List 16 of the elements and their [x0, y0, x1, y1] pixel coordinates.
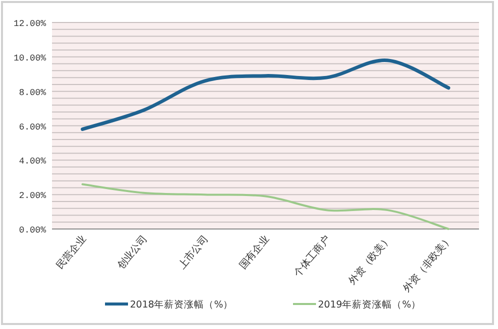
y-tick-label: 8.00% — [18, 88, 47, 98]
y-tick-label: 4.00% — [18, 156, 47, 167]
y-tick-label: 0.00% — [18, 226, 47, 236]
legend-label: 2018年薪资涨幅（%） — [130, 298, 234, 310]
y-tick-label: 12.00% — [14, 19, 47, 29]
y-tick-label: 10.00% — [14, 53, 47, 64]
x-tick-label: 创业公司 — [114, 233, 150, 272]
x-tick-label: 外资（欧美） — [346, 233, 394, 287]
y-tick-label: 6.00% — [18, 122, 47, 132]
x-tick-label: 国有企业 — [236, 233, 272, 272]
x-tick-label: 个体工商户 — [291, 233, 333, 280]
x-tick-label: 民营企业 — [54, 233, 89, 272]
x-tick-label: 上市公司 — [176, 233, 211, 272]
x-tick-label: 外资（非欧美） — [400, 233, 455, 295]
y-tick-label: 2.00% — [18, 191, 47, 202]
legend-label: 2019年薪资涨幅（%） — [318, 298, 422, 310]
